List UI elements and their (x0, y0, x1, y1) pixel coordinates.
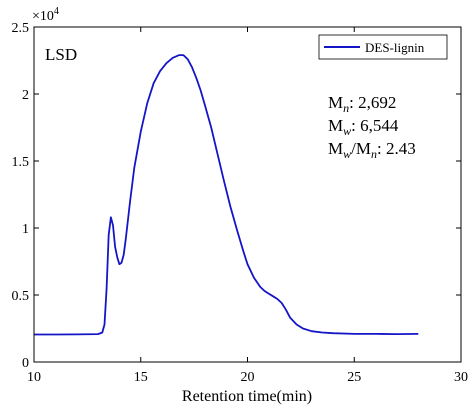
y-tick-label: 1 (22, 222, 29, 237)
series-layer (34, 54, 419, 336)
x-tick-label: 25 (347, 370, 361, 385)
x-tick-label: 30 (454, 370, 468, 385)
annotations: Mn: 2,692 Mw: 6,544 Mw/Mn: 2.43 (328, 93, 416, 161)
annotation-pdi: Mw/Mn: 2.43 (328, 139, 416, 161)
annotation-mn: Mn: 2,692 (328, 93, 396, 115)
legend: DES-lignin (318, 34, 448, 60)
x-tick-label: 10 (27, 370, 41, 385)
y-tick-label: 2 (22, 88, 29, 103)
plot-frame (33, 26, 462, 363)
y-tick-label: 0 (22, 356, 29, 371)
axes: 10 15 20 25 30 0 0.5 1 1.5 2 2.5 (12, 21, 469, 385)
y-tick-label: 1.5 (12, 155, 30, 170)
y-multiplier: ×104 (32, 6, 59, 24)
series-line-0 (34, 54, 419, 336)
x-tick-label: 15 (134, 370, 148, 385)
y-tick-label: 0.5 (12, 289, 30, 304)
plot-background (34, 27, 461, 362)
x-tick-label: 20 (241, 370, 255, 385)
annotation-mw: Mw: 6,544 (328, 116, 399, 138)
x-axis-label: Retention time(min) (182, 388, 312, 405)
legend-label: DES-lignin (365, 40, 425, 55)
y-tick-label: 2.5 (12, 21, 30, 36)
sample-label: LSD (45, 45, 77, 64)
